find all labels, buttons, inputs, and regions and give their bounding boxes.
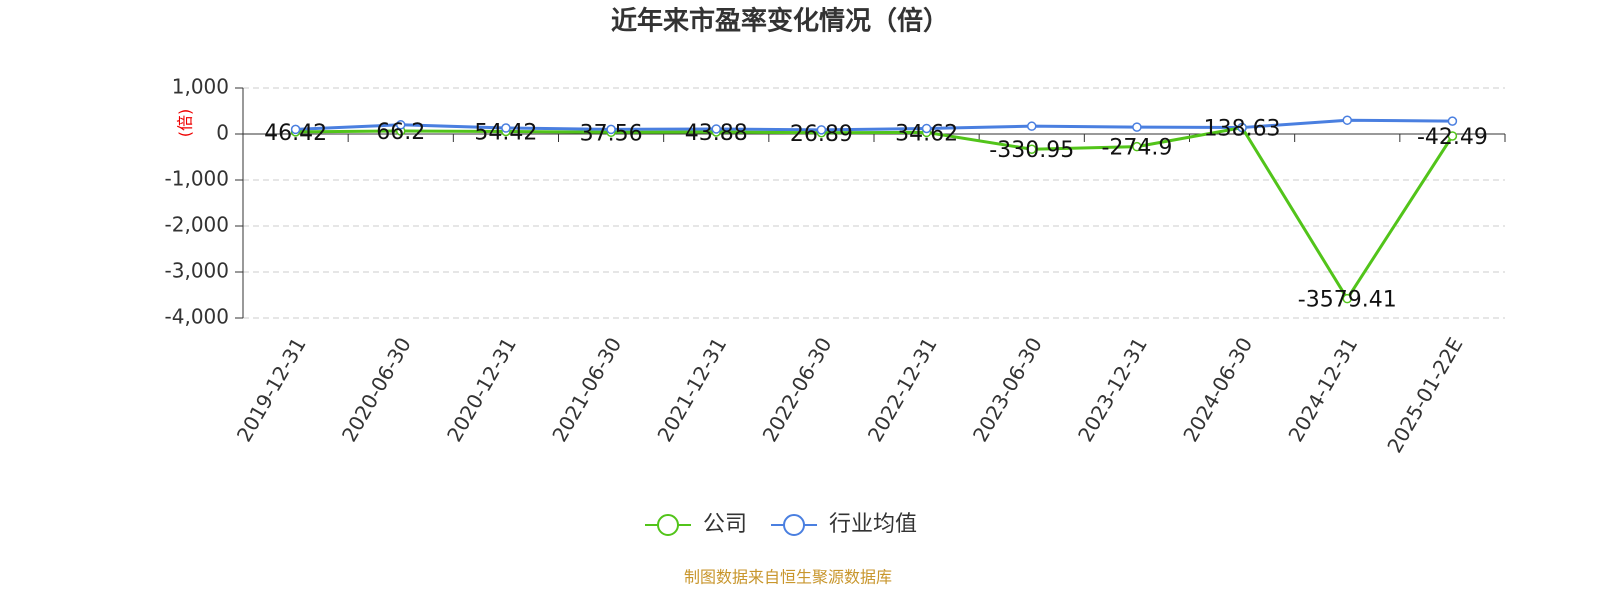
y-tick-label: -1,000: [165, 167, 229, 191]
data-label: 46.42: [264, 121, 327, 146]
y-axis-label: (倍): [176, 109, 195, 138]
data-point: [1342, 293, 1352, 304]
data-point: [816, 125, 827, 135]
data-point: [1237, 122, 1247, 133]
data-point: [1027, 121, 1037, 131]
legend-label: 公司: [703, 512, 747, 537]
y-tick-label: -4,000: [165, 305, 229, 329]
data-label: -3579.41: [1298, 288, 1397, 313]
data-label: -274.9: [1101, 136, 1172, 161]
data-label: 37.56: [580, 121, 643, 146]
data-point: [501, 123, 511, 133]
data-label: 43.88: [685, 121, 748, 146]
x-tick-label: 2024-12-31: [1283, 333, 1362, 446]
data-point: [711, 124, 721, 134]
chart-title: 近年来市盈率变化情况（倍）: [611, 6, 949, 37]
x-tick-label: 2020-12-31: [442, 333, 521, 446]
x-tick-label: 2023-06-30: [968, 333, 1047, 446]
x-tick-label: 2022-12-31: [863, 333, 942, 446]
y-tick-label: -3,000: [165, 259, 229, 283]
data-point: [396, 120, 406, 130]
data-label: 34.62: [895, 121, 958, 146]
legend-swatch: [657, 514, 679, 536]
data-point: [1342, 115, 1352, 125]
x-tick-label: 2021-06-30: [547, 333, 626, 446]
y-tick-label: 0: [216, 121, 229, 145]
x-tick-label: 2024-06-30: [1178, 333, 1257, 446]
data-point: [1027, 144, 1037, 154]
data-label: -330.95: [989, 138, 1074, 163]
y-tick-label: -2,000: [165, 213, 229, 237]
x-tick-label: 2022-06-30: [758, 333, 837, 446]
data-label: 138.63: [1204, 117, 1281, 142]
data-label: 26.89: [790, 122, 853, 147]
x-tick-label: 2021-12-31: [652, 333, 731, 446]
data-point: [921, 123, 932, 134]
data-point: [1447, 131, 1458, 141]
y-tick-label: 1,000: [172, 75, 229, 99]
data-point: [606, 124, 616, 135]
data-point: [290, 124, 301, 135]
x-tick-label: 2020-06-30: [337, 333, 416, 446]
series-line: [295, 125, 1454, 302]
data-point: [1132, 122, 1142, 132]
x-tick-label: 2023-12-31: [1073, 333, 1152, 446]
data-point: [1447, 116, 1458, 126]
legend-label: 行业均值: [829, 512, 917, 537]
x-tick-label: 2025-01-22E: [1382, 333, 1467, 457]
data-label: 66.2: [376, 120, 425, 145]
x-tick-label: 2019-12-31: [232, 333, 311, 446]
data-label: -42.49: [1417, 125, 1488, 150]
data-point: [1132, 141, 1142, 152]
data-label: 54.42: [474, 120, 537, 145]
series-line: [295, 118, 1453, 132]
legend-swatch: [783, 514, 806, 536]
source-note: 制图数据来自恒生聚源数据库: [684, 568, 892, 587]
